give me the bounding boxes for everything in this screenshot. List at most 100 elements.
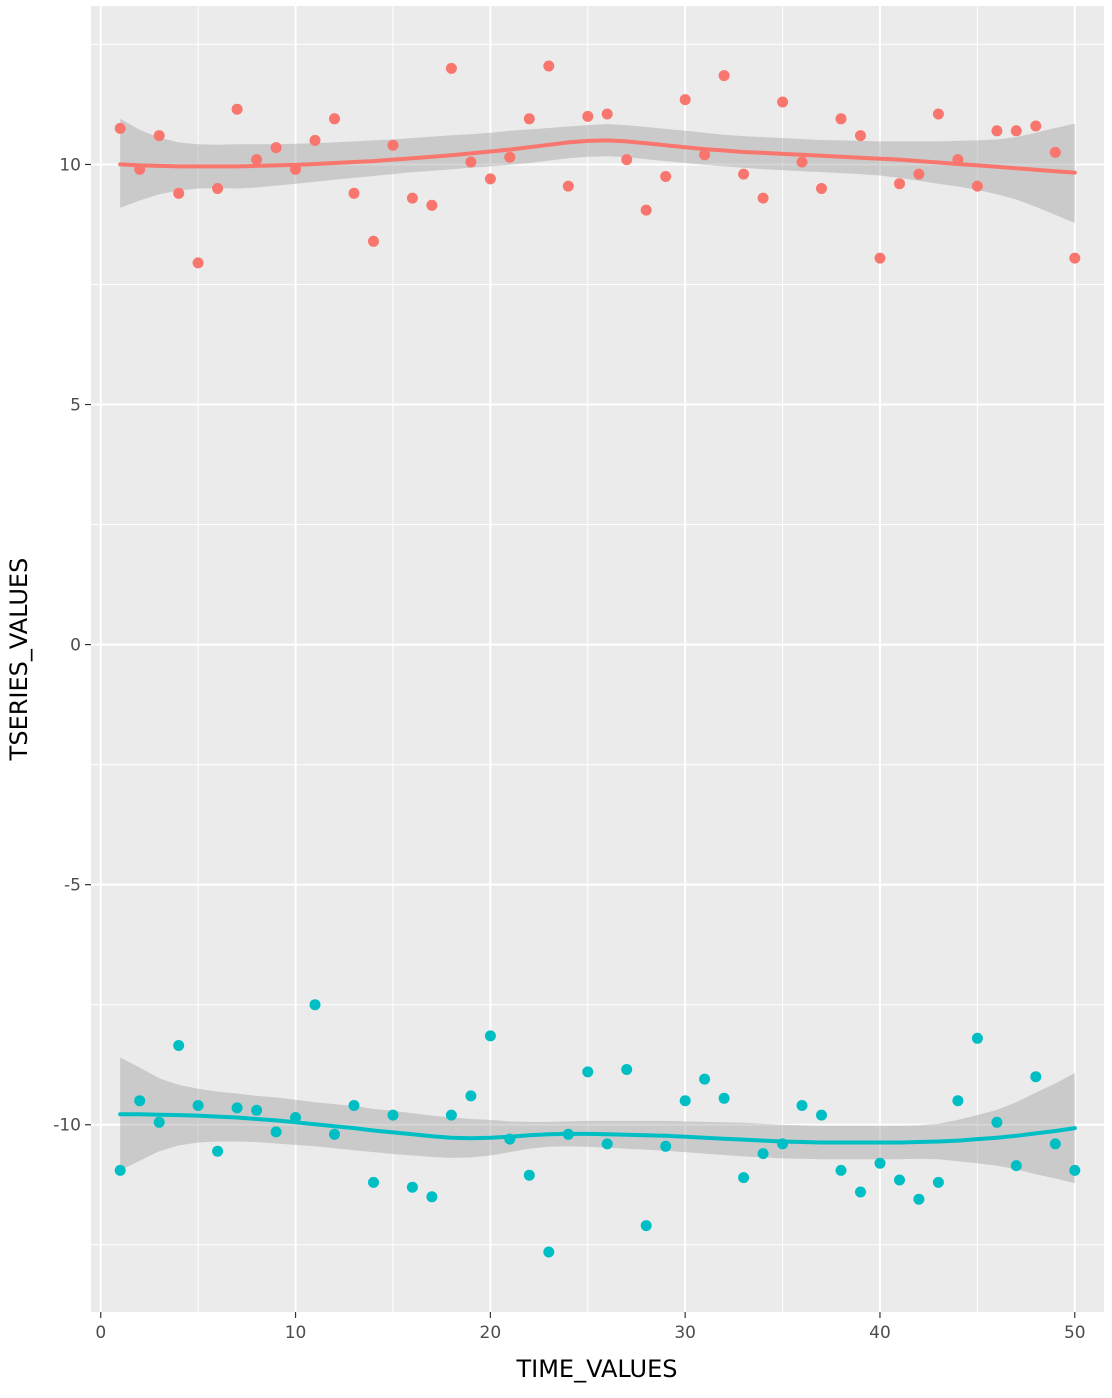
data-point-series-1 <box>874 252 886 264</box>
data-point-series-2 <box>251 1104 263 1116</box>
x-axis-ticks: 0 10 20 30 40 50 <box>95 1312 1086 1343</box>
y-axis-ticks: -10 -5 0 5 10 <box>53 155 91 1136</box>
data-point-series-1 <box>192 257 204 269</box>
data-point-series-2 <box>173 1040 185 1051</box>
data-point-series-1 <box>582 110 594 122</box>
data-point-series-2 <box>445 1109 457 1121</box>
data-point-series-1 <box>1069 252 1081 264</box>
data-point-series-2 <box>484 1030 496 1042</box>
data-point-series-1 <box>1049 146 1061 158</box>
data-point-series-2 <box>406 1181 418 1193</box>
data-point-series-2 <box>913 1193 925 1205</box>
data-point-series-1 <box>290 163 301 175</box>
minor-gridlines <box>91 6 1104 1312</box>
x-tick-label: 0 <box>95 1323 106 1343</box>
data-point-series-2 <box>270 1126 282 1138</box>
confidence-band-series-2 <box>120 1057 1075 1184</box>
data-point-series-2 <box>114 1164 126 1176</box>
data-point-series-2 <box>426 1191 438 1203</box>
data-point-series-1 <box>894 178 905 190</box>
data-point-series-2 <box>368 1176 379 1188</box>
y-tick-label: -5 <box>64 876 81 896</box>
data-point-series-1 <box>796 156 808 168</box>
data-point-series-1 <box>679 94 691 106</box>
data-point-series-2 <box>991 1116 1003 1128</box>
data-point-series-1 <box>231 103 243 115</box>
smooth-line-series-2 <box>118 1112 1077 1145</box>
data-point-series-1 <box>465 156 477 168</box>
data-point-series-1 <box>484 173 496 185</box>
data-point-series-2 <box>640 1220 652 1232</box>
x-tick-label: 20 <box>480 1323 502 1343</box>
plot-panel <box>91 6 1104 1312</box>
data-point-series-2 <box>387 1109 399 1121</box>
data-point-series-2 <box>212 1145 224 1157</box>
data-point-series-1 <box>991 125 1003 137</box>
x-tick-label: 10 <box>285 1323 307 1343</box>
y-tick-label: 5 <box>70 396 81 416</box>
data-point-series-1 <box>348 187 360 199</box>
data-point-series-2 <box>523 1169 535 1181</box>
y-tick-label: 10 <box>59 155 81 175</box>
data-point-series-1 <box>543 60 555 72</box>
data-point-series-1 <box>699 149 711 161</box>
data-point-series-1 <box>738 168 750 180</box>
data-point-series-2 <box>465 1090 477 1102</box>
data-point-series-2 <box>718 1092 730 1104</box>
data-point-series-2 <box>562 1128 574 1140</box>
data-point-series-1 <box>971 180 983 192</box>
data-point-series-2 <box>971 1032 983 1044</box>
data-point-series-1 <box>309 134 321 146</box>
data-point-series-1 <box>368 235 379 247</box>
data-point-series-2 <box>1030 1071 1042 1083</box>
data-point-series-2 <box>874 1157 886 1169</box>
data-point-series-2 <box>329 1128 340 1140</box>
x-axis-title: TIME_VALUES <box>515 1355 677 1383</box>
data-point-series-1 <box>114 122 126 134</box>
data-point-series-1 <box>212 183 224 194</box>
data-point-series-2 <box>835 1164 847 1176</box>
data-point-series-2 <box>932 1176 944 1188</box>
data-point-series-1 <box>640 204 652 216</box>
data-point-series-2 <box>855 1186 866 1198</box>
data-point-series-2 <box>153 1116 165 1128</box>
data-point-series-2 <box>543 1246 555 1258</box>
data-point-series-2 <box>894 1174 905 1186</box>
data-point-series-1 <box>757 192 769 204</box>
data-point-series-1 <box>270 142 282 154</box>
data-point-series-1 <box>660 171 672 182</box>
x-tick-label: 50 <box>1064 1323 1086 1343</box>
confidence-band-series-1 <box>120 118 1075 223</box>
data-point-series-1 <box>173 187 185 199</box>
data-point-series-2 <box>952 1095 964 1107</box>
data-point-series-2 <box>231 1102 243 1114</box>
data-point-series-2 <box>679 1095 691 1107</box>
data-point-series-2 <box>757 1148 769 1160</box>
data-point-series-2 <box>582 1066 594 1078</box>
data-point-series-2 <box>621 1064 633 1075</box>
y-tick-label: -10 <box>53 1116 81 1136</box>
data-point-series-2 <box>134 1095 146 1107</box>
data-point-series-1 <box>855 130 866 142</box>
x-tick-label: 40 <box>869 1323 891 1343</box>
data-point-series-1 <box>621 154 633 166</box>
data-point-series-1 <box>426 199 438 211</box>
data-points <box>114 60 1081 1258</box>
y-tick-label: 0 <box>70 636 81 656</box>
data-point-series-1 <box>251 154 263 166</box>
data-point-series-2 <box>290 1112 301 1123</box>
y-axis-title: TSERIES_VALUES <box>5 558 33 762</box>
data-point-series-2 <box>1010 1160 1022 1172</box>
data-point-series-2 <box>738 1172 750 1184</box>
data-point-series-2 <box>816 1109 827 1121</box>
smooth-line-series-1 <box>118 138 1077 175</box>
data-point-series-1 <box>913 168 925 180</box>
data-point-series-1 <box>406 192 418 204</box>
data-point-series-1 <box>816 183 827 194</box>
data-point-series-1 <box>777 96 789 108</box>
data-point-series-1 <box>1030 120 1042 132</box>
data-point-series-1 <box>952 154 964 166</box>
data-point-series-2 <box>601 1138 613 1150</box>
confidence-bands <box>120 118 1075 1184</box>
